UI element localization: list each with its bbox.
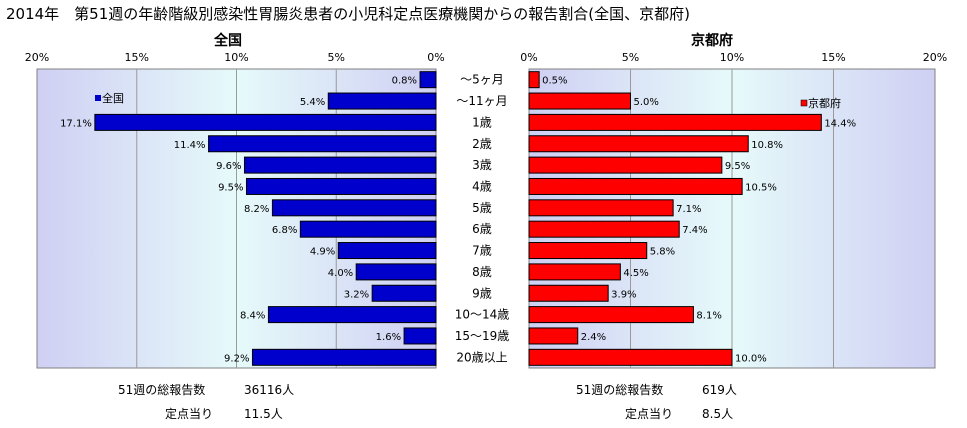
kyoto-bar <box>528 348 733 366</box>
category-label: 8歳 <box>472 265 492 279</box>
kyoto-bar <box>528 220 680 238</box>
category-label: 3歳 <box>472 158 492 172</box>
kyoto-chart-title: 京都府 <box>691 32 733 49</box>
national-total-value: 36116人 <box>244 383 294 397</box>
kyoto-data-label: 8.1% <box>696 311 721 322</box>
kyoto-bar <box>528 199 674 217</box>
national-data-label: 8.2% <box>244 204 269 215</box>
national-data-label: 3.2% <box>344 289 369 300</box>
national-bar <box>337 242 437 260</box>
national-tick-label: 10% <box>224 51 248 64</box>
national-bar <box>267 306 437 324</box>
national-bar <box>355 263 437 281</box>
national-tick-label: 0% <box>427 51 444 64</box>
national-data-label: 4.0% <box>328 268 353 279</box>
national-data-label: 6.8% <box>272 225 297 236</box>
national-bar <box>403 327 437 345</box>
kyoto-bar <box>528 113 822 131</box>
kyoto-total-value: 619人 <box>702 383 737 397</box>
national-bar <box>271 199 437 217</box>
category-label: ～5ヶ月 <box>460 73 504 87</box>
national-data-label: 17.1% <box>60 118 92 129</box>
category-label: 10～14歳 <box>455 308 510 322</box>
national-data-label: 0.8% <box>392 76 417 87</box>
national-legend-swatch <box>95 95 101 101</box>
kyoto-bar <box>528 177 743 195</box>
national-data-label: 8.4% <box>240 311 265 322</box>
kyoto-legend: 京都府 <box>800 96 841 110</box>
category-label: ～11ヶ月 <box>456 94 507 108</box>
national-bar <box>94 113 437 131</box>
category-label: 5歳 <box>472 201 492 215</box>
kyoto-bar <box>528 242 648 260</box>
national-bar <box>208 135 437 153</box>
national-per-value: 11.5人 <box>244 407 283 421</box>
category-label: 4歳 <box>472 179 492 193</box>
national-bar <box>327 92 437 110</box>
kyoto-bar <box>528 71 540 89</box>
kyoto-per-value: 8.5人 <box>702 407 733 421</box>
national-bar <box>299 220 437 238</box>
kyoto-data-label: 2.4% <box>581 332 606 343</box>
kyoto-bar <box>528 156 723 174</box>
kyoto-data-label: 5.0% <box>634 97 659 108</box>
kyoto-data-label: 10.5% <box>745 182 777 193</box>
kyoto-data-label: 5.8% <box>650 247 675 258</box>
kyoto-bar <box>528 284 609 302</box>
kyoto-total-label: 51週の総報告数 <box>576 382 663 397</box>
national-bar <box>245 177 437 195</box>
national-tick-label: 15% <box>125 51 149 64</box>
kyoto-data-label: 14.4% <box>824 118 856 129</box>
kyoto-tick-label: 5% <box>622 51 639 64</box>
kyoto-tick-label: 15% <box>821 51 845 64</box>
kyoto-bar <box>528 263 621 281</box>
kyoto-bar <box>528 327 579 345</box>
national-data-label: 1.6% <box>376 332 401 343</box>
national-data-label: 9.6% <box>216 161 241 172</box>
kyoto-bar <box>528 135 749 153</box>
kyoto-legend-swatch <box>800 99 808 107</box>
national-data-label: 9.5% <box>218 182 243 193</box>
national-bar <box>243 156 437 174</box>
kyoto-data-label: 7.4% <box>682 225 707 236</box>
kyoto-data-label: 0.5% <box>542 76 567 87</box>
national-bar <box>251 348 437 366</box>
kyoto-bar <box>528 306 694 324</box>
national-legend-label: 全国 <box>102 91 124 105</box>
kyoto-bar <box>528 92 631 110</box>
national-per-label: 定点当り <box>165 406 213 421</box>
kyoto-tick-label: 20% <box>923 51 947 64</box>
kyoto-legend-label: 京都府 <box>808 96 841 110</box>
category-label: 9歳 <box>472 286 492 300</box>
page-title: 2014年 第51週の年齢階級別感染性胃腸炎患者の小児科定点医療機関からの報告割… <box>6 5 690 23</box>
national-data-label: 5.4% <box>300 97 325 108</box>
kyoto-data-label: 4.5% <box>623 268 648 279</box>
category-label: 2歳 <box>472 137 492 151</box>
national-tick-label: 20% <box>25 51 49 64</box>
national-data-label: 11.4% <box>174 140 206 151</box>
category-label: 20歳以上 <box>456 350 507 364</box>
category-label: 7歳 <box>472 244 492 258</box>
kyoto-tick-label: 10% <box>720 51 744 64</box>
kyoto-per-label: 定点当り <box>625 406 673 421</box>
kyoto-tick-label: 0% <box>520 51 537 64</box>
national-data-label: 9.2% <box>224 353 249 364</box>
category-label: 1歳 <box>472 115 492 129</box>
kyoto-data-label: 9.5% <box>725 161 750 172</box>
national-tick-label: 5% <box>328 51 345 64</box>
national-bar <box>419 71 437 89</box>
kyoto-data-label: 7.1% <box>676 204 701 215</box>
national-data-label: 4.9% <box>310 247 335 258</box>
national-chart-title: 全国 <box>213 32 242 49</box>
category-label: 15～19歳 <box>455 329 510 343</box>
kyoto-data-label: 3.9% <box>611 289 636 300</box>
national-legend: 全国 <box>95 91 124 105</box>
kyoto-data-label: 10.0% <box>735 353 767 364</box>
national-bar <box>371 284 437 302</box>
category-label: 6歳 <box>472 222 492 236</box>
kyoto-data-label: 10.8% <box>751 140 783 151</box>
national-total-label: 51週の総報告数 <box>118 382 205 397</box>
